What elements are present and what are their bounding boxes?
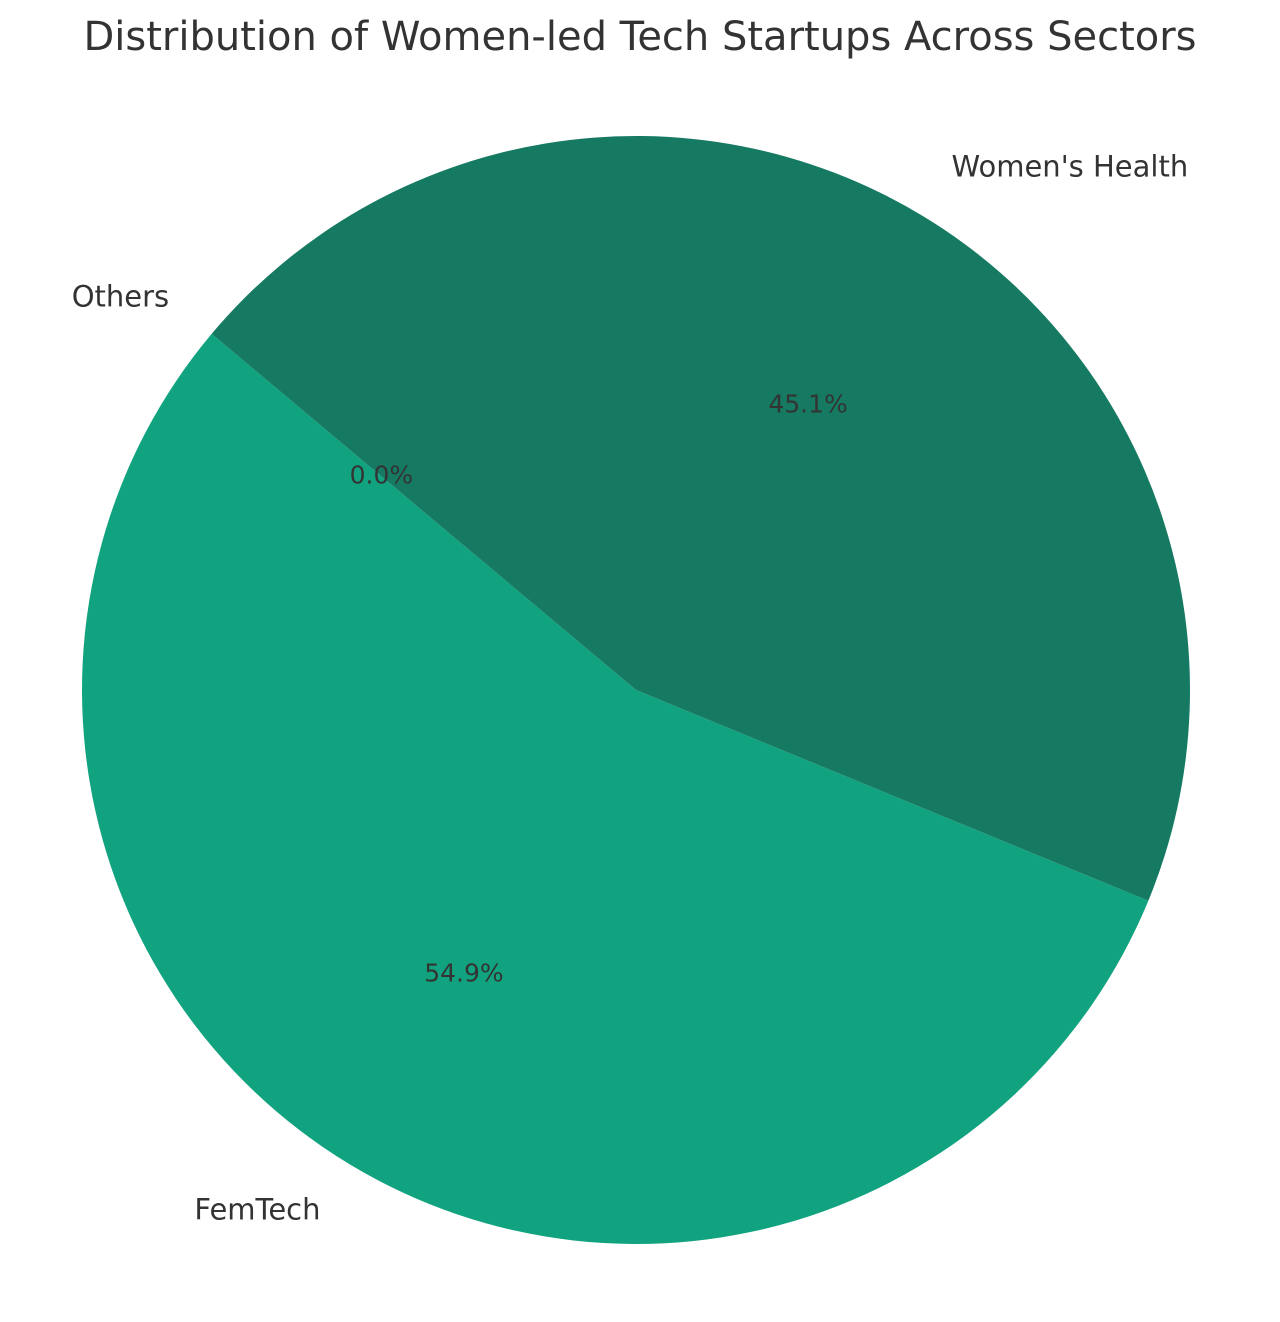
slice-label-femtech: FemTech — [194, 1192, 320, 1226]
pie-slices — [81, 136, 1190, 1245]
chart-title: Distribution of Women-led Tech Startups … — [83, 14, 1197, 60]
pct-label-women-s-health: 45.1% — [768, 390, 847, 419]
pct-label-femtech: 54.9% — [424, 958, 503, 987]
pie-slice-femtech — [81, 333, 1149, 1245]
slice-label-women-s-health: Women's Health — [952, 150, 1189, 184]
pct-label-others: 0.0% — [350, 460, 414, 489]
pie-slice-women-s-health — [211, 136, 1190, 901]
pie-labels: Others 0.0% FemTech 54.9% Women's Health 45.1… — [72, 150, 1189, 1227]
slice-label-others: Others — [72, 279, 169, 313]
